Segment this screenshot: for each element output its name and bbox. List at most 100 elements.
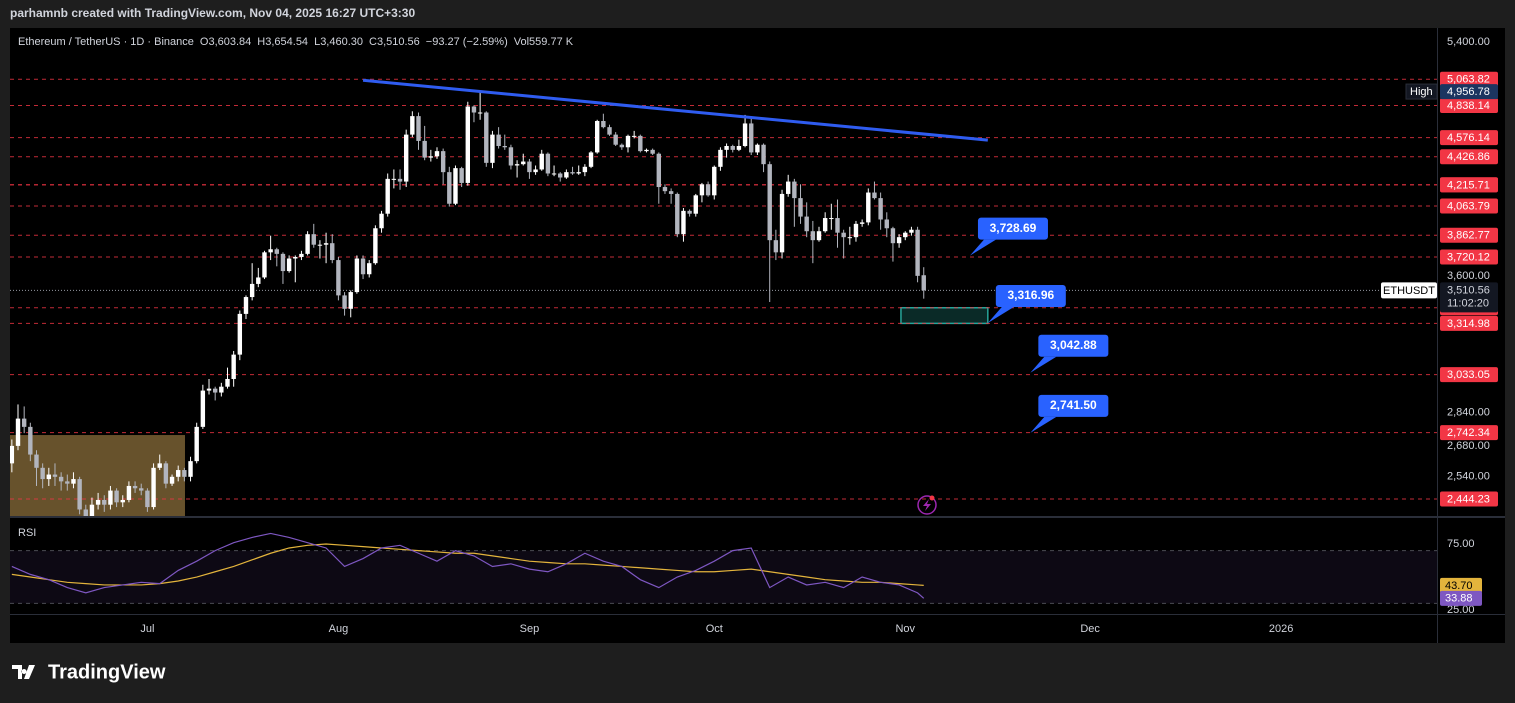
candle-body	[453, 168, 458, 204]
x-tick-label: 2026	[1269, 623, 1293, 635]
zone	[900, 307, 989, 325]
candle-body	[601, 120, 606, 128]
candle-body	[804, 216, 809, 232]
ohlc-value: 3,603.84	[208, 36, 251, 48]
y-tick-label: 2,680.00	[1447, 440, 1490, 452]
ohlc-value: 3,510.56	[377, 36, 420, 48]
level-label-box	[1440, 491, 1498, 507]
candle-body	[508, 147, 514, 166]
candle-body	[225, 378, 230, 387]
candle-body	[397, 178, 403, 182]
candle-body	[410, 116, 415, 135]
level-label: 3,314.98	[1447, 318, 1490, 330]
candle-body	[662, 187, 668, 192]
candle-body	[182, 470, 187, 477]
candle-body	[841, 232, 846, 238]
candle-body	[699, 184, 705, 196]
candle-body	[83, 509, 88, 516]
candle-body	[631, 135, 637, 137]
level-label: 3,720.12	[1447, 251, 1490, 263]
candle-body	[145, 490, 150, 508]
ohlc-key: L	[314, 36, 320, 48]
candle-body	[391, 178, 397, 180]
candle-body	[311, 234, 316, 245]
candle-body	[102, 499, 107, 505]
candle-body	[256, 277, 261, 284]
candle-body	[644, 149, 649, 152]
change: −93.27 (−2.59%)	[426, 36, 508, 48]
trendline	[362, 78, 988, 142]
candle-body	[422, 140, 427, 158]
callout-pointer	[969, 239, 996, 256]
level-label-box	[1440, 425, 1498, 441]
rsi-last-label: 43.70	[1445, 580, 1473, 592]
candle-body	[280, 253, 286, 272]
ohlc-key: O	[200, 36, 209, 48]
candle-body	[262, 252, 267, 278]
candle-body	[872, 192, 877, 199]
y-tick-label: 2,540.00	[1447, 471, 1490, 483]
event-icon	[917, 495, 937, 515]
candle-body	[878, 198, 883, 220]
candle-body	[286, 258, 292, 272]
candle-body	[490, 134, 495, 163]
callout-box	[977, 217, 1048, 240]
candle-body	[693, 195, 698, 214]
candle-body	[188, 461, 193, 477]
candle-body	[471, 106, 477, 113]
candle-body	[558, 173, 563, 178]
rsi-tick-label: 75.00	[1447, 538, 1475, 550]
level-label-box	[1440, 249, 1498, 265]
y-tick-label: 3,600.00	[1447, 270, 1490, 282]
x-tick-label: Jul	[140, 623, 154, 635]
level-label: 4,215.71	[1447, 179, 1490, 191]
level-label: 4,838.14	[1447, 100, 1490, 112]
candle-body	[668, 191, 674, 194]
candle-body	[656, 153, 662, 188]
candle-body	[767, 164, 772, 241]
candle-body	[588, 152, 594, 167]
rsi-last-label: 33.88	[1445, 593, 1473, 605]
candle-body	[21, 418, 27, 427]
candle-body	[416, 116, 421, 141]
candle-body	[434, 151, 440, 157]
candle-body	[533, 169, 538, 173]
rsi-pane	[10, 532, 1437, 604]
volume-key: Vol	[514, 36, 529, 48]
candle-body	[305, 234, 310, 254]
countdown: 11:02:20	[1447, 297, 1489, 309]
rsi-line	[11, 532, 925, 599]
ohlc-key: H	[257, 36, 265, 48]
candle-body	[58, 476, 64, 482]
candle-body	[219, 386, 224, 393]
candle-body	[317, 244, 323, 246]
candle-body	[749, 123, 754, 153]
candle-body	[176, 470, 181, 477]
candle-body	[46, 474, 52, 480]
candle-body	[212, 388, 218, 393]
ohlc-value: 3,460.30	[320, 36, 363, 48]
candle-body	[594, 120, 600, 153]
level-label: 2,444.23	[1447, 493, 1490, 505]
candle-body	[607, 127, 612, 135]
level-label: 3,862.77	[1447, 230, 1490, 242]
callout-box	[995, 285, 1066, 308]
candle-body	[89, 504, 95, 516]
symbol-label: ETHUSDT	[1383, 285, 1435, 297]
high-key-box	[1405, 83, 1438, 100]
event-icon-dot	[929, 495, 935, 501]
level-label-box	[1440, 130, 1498, 146]
candle-body	[120, 499, 125, 503]
candle-body	[95, 499, 101, 505]
candle-body	[367, 263, 372, 275]
level-label: 3,033.05	[1447, 369, 1490, 381]
rsi-band	[10, 550, 1437, 604]
callout-box	[1038, 334, 1109, 357]
candle-body	[77, 479, 82, 510]
high-value: 4,956.78	[1447, 86, 1490, 98]
candle-body	[360, 258, 366, 275]
candle-body	[169, 476, 175, 484]
level-label: 2,742.34	[1447, 427, 1490, 439]
logo: TradingView	[12, 661, 166, 683]
rsi-ma-line	[11, 543, 924, 586]
